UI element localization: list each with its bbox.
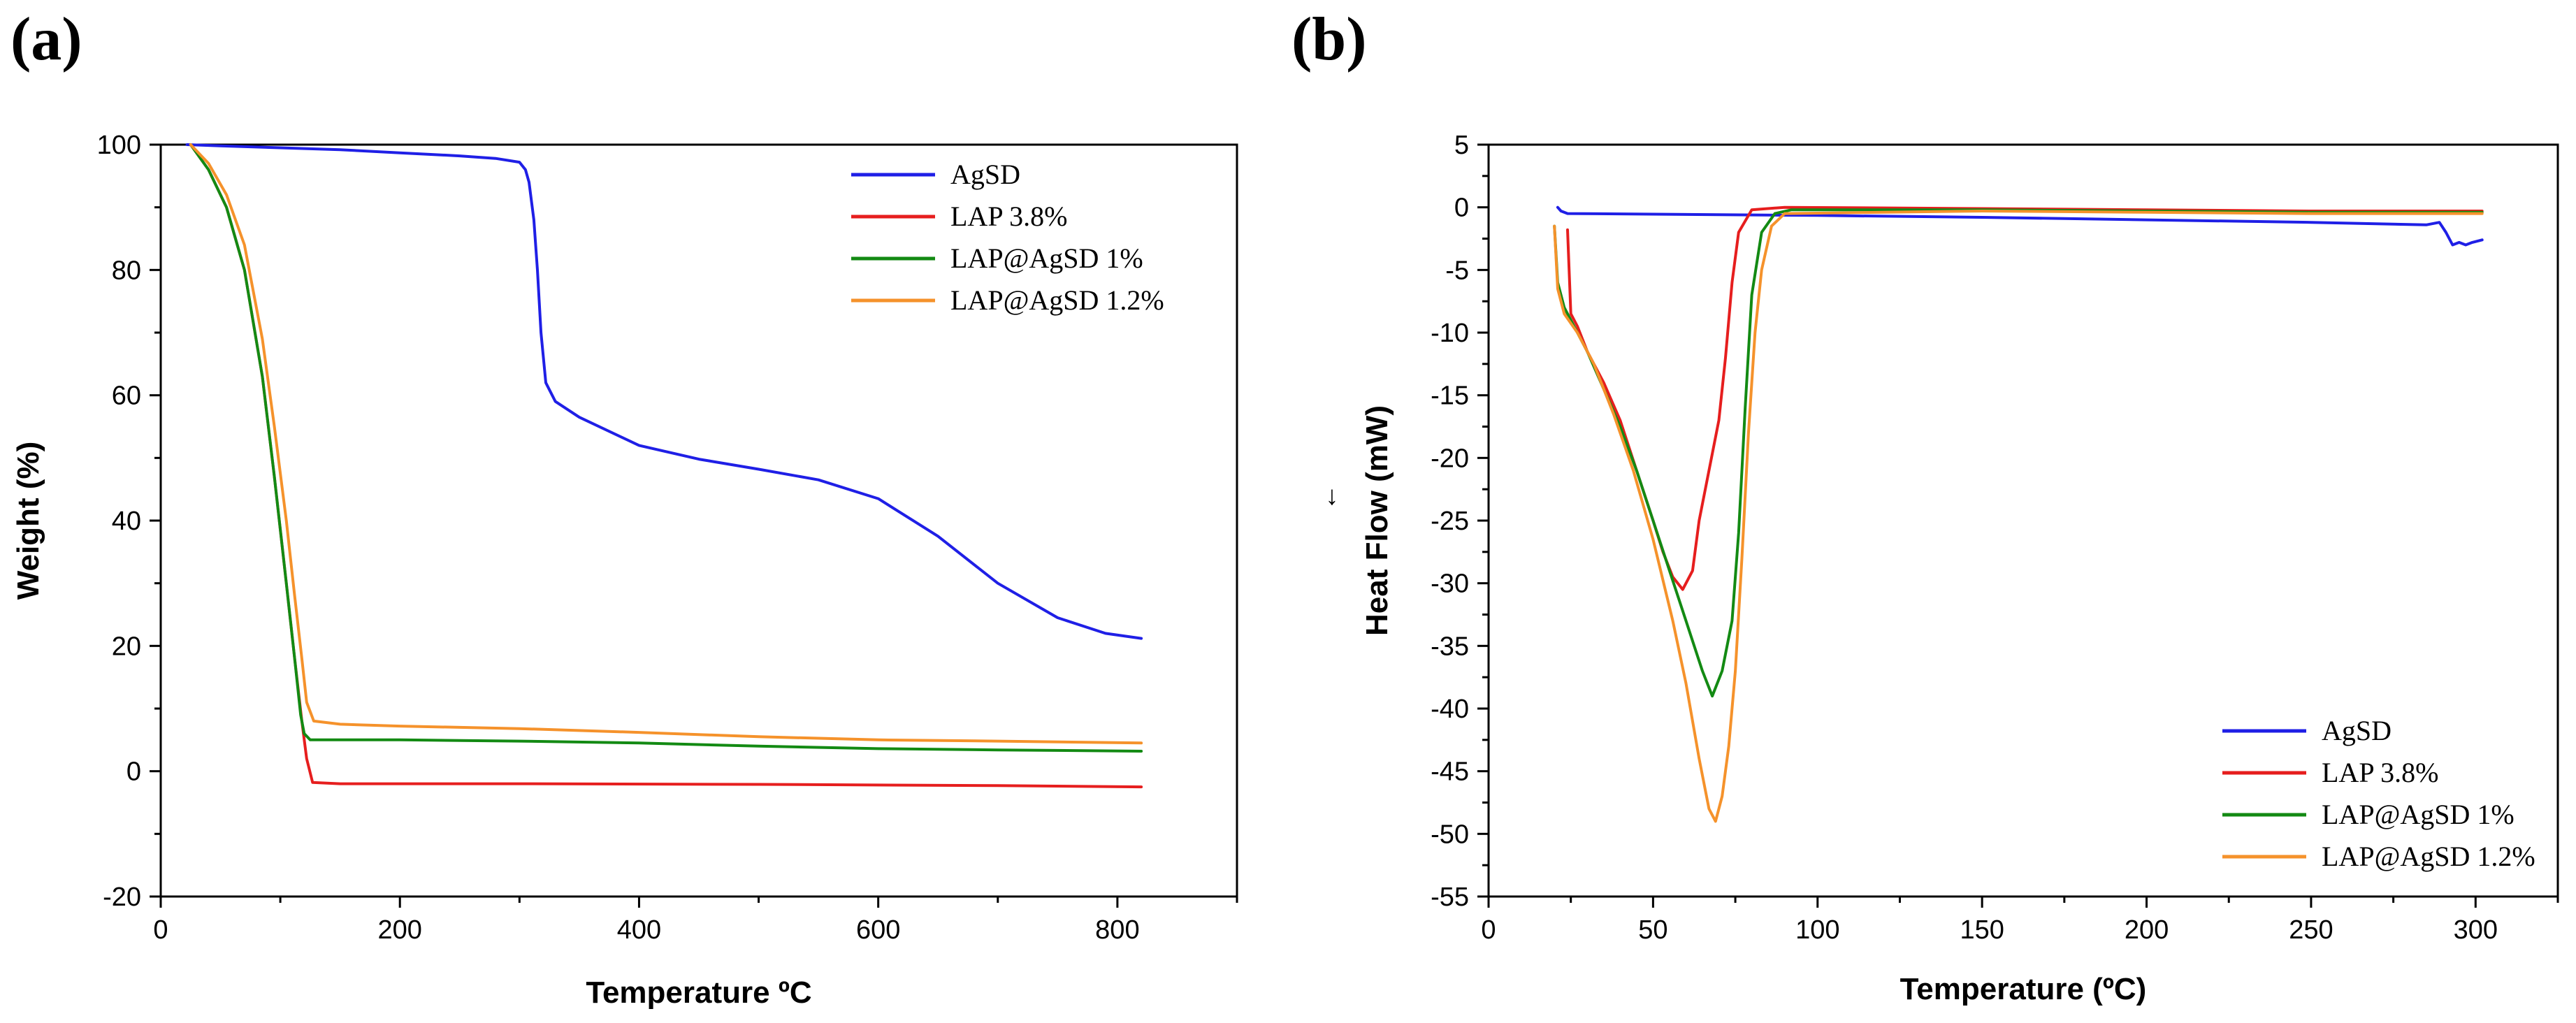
panel-b-series-lap-agsd-1-2: [1553, 210, 2484, 823]
panel-b-series-agsd: [1556, 205, 2484, 247]
panel-b-legend-entry: LAP 3.8%: [2322, 757, 2438, 788]
panel-a-y-tick-label: 0: [126, 757, 141, 787]
panel-a-y-tick-label: 100: [97, 131, 141, 160]
panel-a-x-tick-label: 600: [856, 915, 900, 945]
panel-b-y-tick-label: -45: [1431, 757, 1469, 787]
panel-a-legend-entry: AgSD: [950, 159, 1020, 190]
panel-a-label: (a): [10, 6, 82, 73]
panel-a-series: [185, 143, 1143, 789]
panel-b-x-tick-label: 200: [2125, 915, 2169, 945]
panel-b-x-tick-label: 100: [1795, 915, 1839, 945]
panel-a-x-tick-label: 400: [617, 915, 661, 945]
panel-b-y-tick-label: -5: [1445, 256, 1469, 285]
panel-b-x-tick-label: 50: [1638, 915, 1667, 945]
panel-a-y-axis-title: Weight (%): [11, 442, 45, 600]
panel-a-series-lap-3-8: [189, 143, 1143, 789]
panel-a-x-axis-title: Temperature ºC: [586, 975, 811, 1010]
panel-b-y-tick-label: -40: [1431, 695, 1469, 724]
panel-a-series-agsd: [185, 143, 1143, 640]
panel-b-y-tick-label: -30: [1431, 569, 1469, 599]
panel-b-heatflow-chart: (b) 0 50 100 150 200 250 30050-5-10-15-20-25-3…: [1291, 6, 2559, 1006]
panel-b-y-tick-label: -10: [1431, 319, 1469, 348]
panel-b-series: [1553, 205, 2484, 823]
panel-a-axes: 0 200 400 600 800 -20 0 20 40 60 80 100: [97, 131, 1238, 945]
panel-a-legend: AgSD LAP 3.8% LAP@AgSD 1% LAP@AgSD 1.2%: [851, 159, 1164, 316]
panel-b-y-tick-label: -25: [1431, 507, 1469, 536]
panel-b-x-tick-label: 300: [2454, 915, 2498, 945]
panel-a-y-tick-label: 60: [112, 382, 141, 411]
panel-b-y-axis-title: Heat Flow (mW): [1360, 405, 1394, 636]
panel-a-x-tick-label: 200: [378, 915, 422, 945]
panel-a-y-tick-label: 80: [112, 256, 141, 285]
panel-a-series-lap-agsd-1-2: [189, 143, 1143, 745]
panel-b-series-lap-agsd-1: [1553, 208, 2484, 698]
panel-a-legend-entry: LAP 3.8%: [950, 201, 1067, 232]
panel-b-y-tick-label: 5: [1454, 131, 1469, 160]
panel-b-y-tick-label: -15: [1431, 382, 1469, 411]
panel-b-y-tick-label: -35: [1431, 632, 1469, 661]
panel-b-x-tick-label: 250: [2289, 915, 2333, 945]
panel-b-y-tick-label: -55: [1431, 883, 1469, 912]
panel-b-y-tick-label: -20: [1431, 444, 1469, 473]
panel-a-y-tick-label: -20: [103, 883, 141, 912]
panel-b-y-tick-label: -50: [1431, 820, 1469, 849]
panel-a-y-tick-label: 40: [112, 507, 141, 536]
panel-a-series-lap-agsd-1: [189, 143, 1143, 753]
panel-b-legend-entry: LAP@AgSD 1.2%: [2322, 841, 2535, 872]
panel-a-legend-entry: LAP@AgSD 1%: [950, 242, 1143, 274]
panel-b-direction-arrow: ↓: [1326, 481, 1339, 511]
panel-b-x-axis-title: Temperature (ºC): [1900, 972, 2147, 1006]
panel-b-legend-entry: LAP@AgSD 1%: [2322, 799, 2515, 830]
panel-b-legend-entry: AgSD: [2322, 715, 2392, 746]
panel-b-y-tick-label: 0: [1454, 194, 1469, 223]
panel-a-y-tick-label: 20: [112, 632, 141, 661]
panel-b-axes: 0 50 100 150 200 250 30050-5-10-15-20-25-30-35…: [1431, 131, 2559, 945]
panel-a-weight-chart: (a) 0 200 400 600 800 -20 0 20 40 60 80 100 AgSD LAP…: [10, 6, 1238, 1010]
panel-b-x-tick-label: 150: [1960, 915, 2004, 945]
panel-a-legend-entry: LAP@AgSD 1.2%: [950, 284, 1164, 316]
panel-a-x-tick-label: 800: [1095, 915, 1139, 945]
panel-b-series-lap-3-8: [1566, 205, 2484, 591]
panel-b-label: (b): [1291, 6, 1367, 73]
panel-b-x-tick-label: 0: [1481, 915, 1496, 945]
panel-a-x-tick-label: 0: [153, 915, 168, 945]
panel-b-legend: AgSD LAP 3.8% LAP@AgSD 1% LAP@AgSD 1.2%: [2222, 715, 2535, 872]
